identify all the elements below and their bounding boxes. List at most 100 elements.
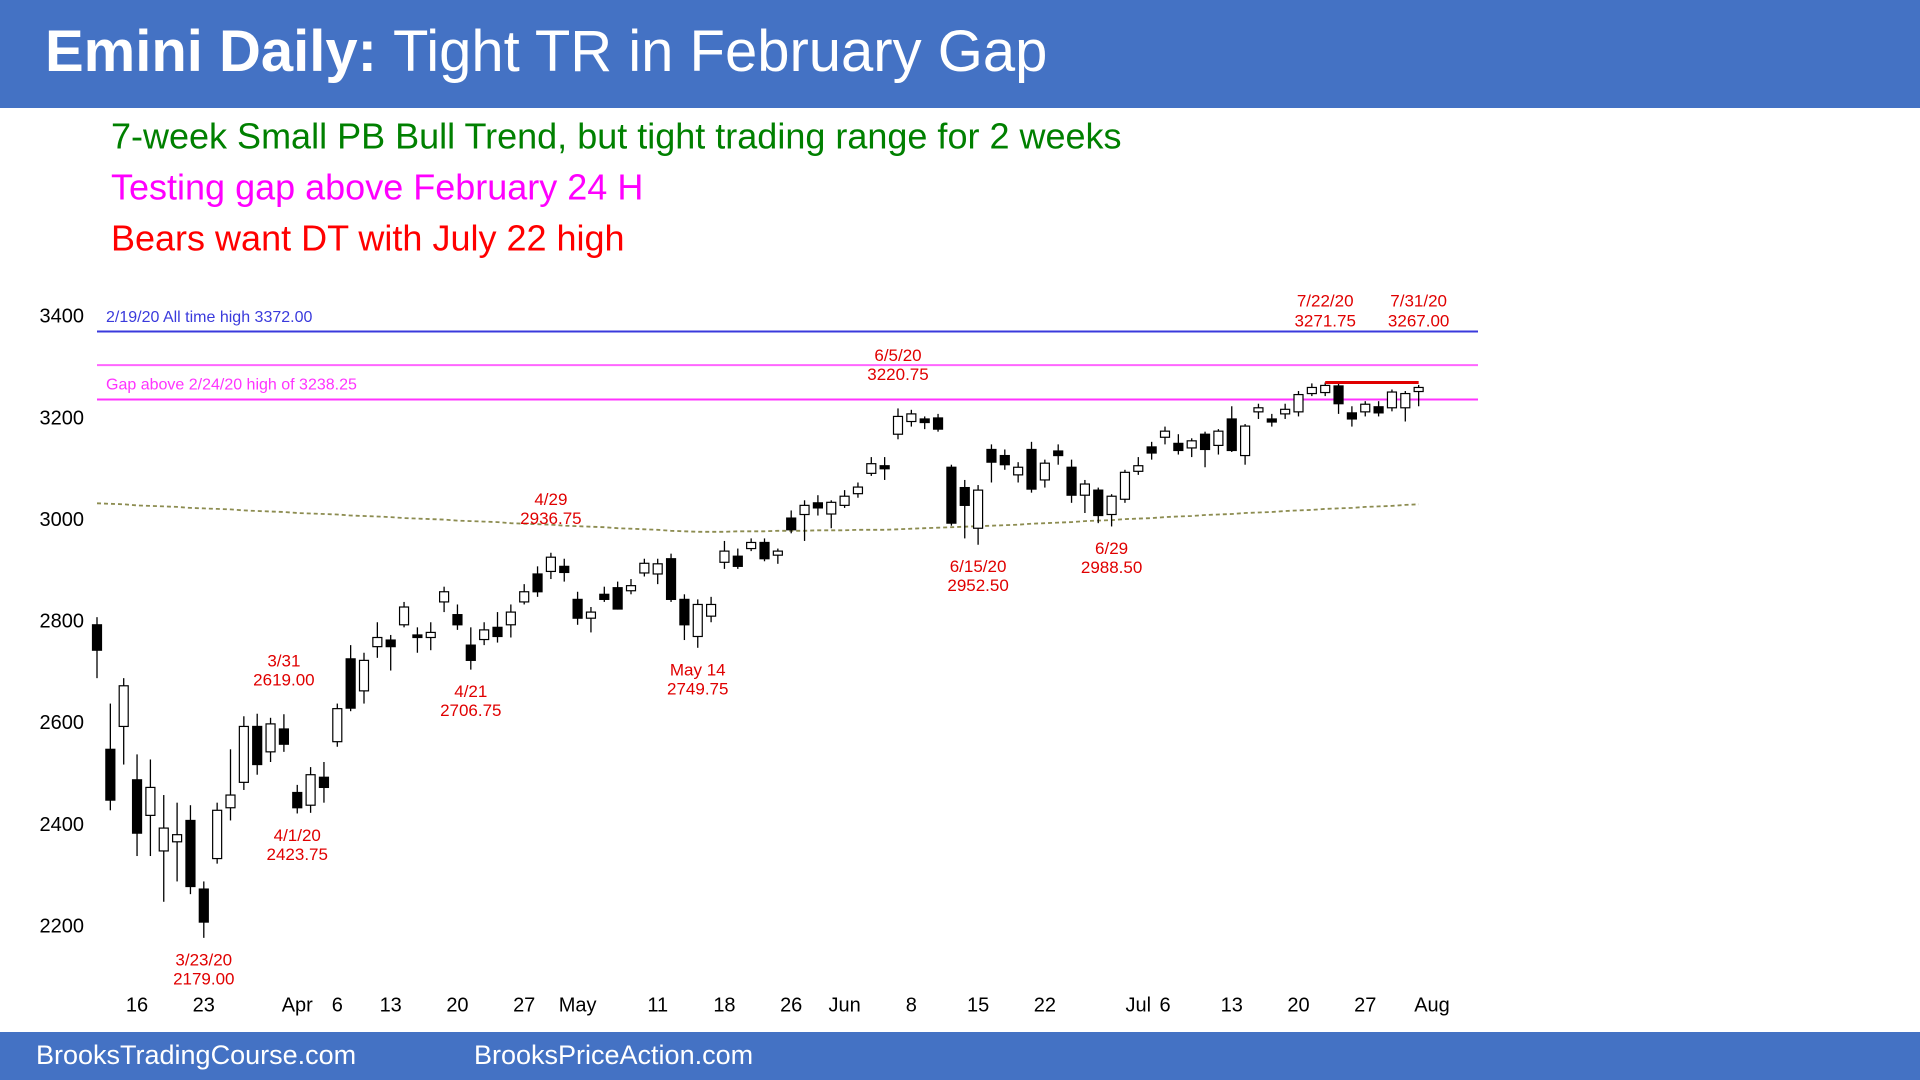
moving-average bbox=[96, 502, 1419, 533]
candle-body bbox=[946, 466, 957, 524]
candle-body bbox=[906, 413, 917, 423]
candle-body bbox=[1333, 385, 1344, 405]
annotation: 2936.75 bbox=[520, 509, 581, 528]
footer-bar bbox=[0, 1032, 1920, 1080]
y-tick-label: 2800 bbox=[40, 611, 85, 633]
candle-body bbox=[465, 644, 476, 661]
candle-body bbox=[1066, 466, 1077, 496]
candle-body bbox=[425, 631, 436, 639]
y-tick-label: 3000 bbox=[40, 509, 85, 531]
bullet-text: Testing gap above February 24 H bbox=[111, 167, 643, 208]
candle-body bbox=[145, 786, 156, 816]
candle-body bbox=[318, 776, 330, 789]
x-tick-label: 23 bbox=[193, 994, 215, 1016]
candle-body bbox=[439, 591, 450, 603]
candle-body bbox=[585, 611, 597, 619]
candle-body bbox=[959, 486, 970, 506]
y-tick-label: 2200 bbox=[40, 915, 85, 937]
candle-body bbox=[866, 463, 877, 474]
y-tick-label: 2600 bbox=[40, 712, 85, 734]
candle-body bbox=[879, 465, 890, 470]
bullet-text: Bears want DT with July 22 high bbox=[111, 218, 625, 259]
candle-body bbox=[265, 723, 276, 753]
annotation: 6/15/20 bbox=[950, 557, 1007, 576]
candle-body bbox=[1373, 406, 1384, 414]
candle-body bbox=[599, 593, 610, 600]
title-bold: Emini Daily: bbox=[45, 19, 377, 84]
header-bar bbox=[0, 0, 1920, 108]
candle-body bbox=[1360, 403, 1371, 413]
candle-body bbox=[786, 517, 797, 531]
candle-body bbox=[665, 558, 677, 600]
x-tick-label: Apr bbox=[282, 994, 313, 1016]
annotation: 7/31/20 bbox=[1390, 291, 1447, 310]
annotation: 4/21 bbox=[454, 682, 487, 701]
candle-body bbox=[1106, 495, 1117, 516]
x-tick-label: Jun bbox=[828, 994, 860, 1016]
candle-body bbox=[1039, 462, 1050, 481]
candle-body bbox=[572, 598, 583, 619]
candle-body bbox=[212, 809, 223, 860]
bullet-text: 7-week Small PB Bull Trend, but tight tr… bbox=[111, 116, 1122, 157]
x-tick-label: 11 bbox=[647, 994, 668, 1016]
x-tick-label: 20 bbox=[1287, 994, 1309, 1016]
candle-body bbox=[519, 591, 530, 603]
candle-body bbox=[345, 658, 356, 709]
candle-body bbox=[1239, 425, 1251, 457]
candle-body bbox=[719, 550, 730, 563]
candle-body bbox=[185, 819, 196, 888]
candle-body bbox=[1159, 430, 1171, 438]
candle-body bbox=[452, 614, 463, 626]
candle-body bbox=[732, 555, 743, 567]
candle-body bbox=[1199, 433, 1211, 451]
candle-body bbox=[1146, 446, 1157, 454]
annotation: 2423.75 bbox=[267, 845, 328, 864]
annotation: 4/1/20 bbox=[274, 826, 321, 845]
annotation: 2179.00 bbox=[173, 969, 234, 988]
candle-body bbox=[505, 611, 516, 626]
annotation: 3267.00 bbox=[1388, 311, 1449, 330]
candle-body bbox=[652, 563, 663, 575]
candle-body bbox=[158, 827, 169, 852]
title-text: Tight TR in February Gap bbox=[393, 19, 1047, 84]
candle-body bbox=[799, 504, 810, 516]
candle-body bbox=[358, 659, 370, 692]
candle-body bbox=[1213, 430, 1224, 446]
x-tick-label: 18 bbox=[713, 994, 735, 1016]
x-tick-label: 6 bbox=[332, 994, 343, 1016]
candle-body bbox=[278, 728, 289, 745]
candle-body bbox=[746, 541, 757, 550]
annotation: 6/5/20 bbox=[874, 346, 921, 365]
candle-body bbox=[305, 774, 316, 806]
candle-body bbox=[705, 603, 717, 617]
annotation: 6/29 bbox=[1095, 539, 1128, 558]
candle-body bbox=[1266, 418, 1277, 423]
x-tick-label: 8 bbox=[906, 994, 917, 1016]
x-tick-label: May bbox=[559, 994, 597, 1016]
candle-body bbox=[1280, 408, 1291, 415]
slide-title: Emini Daily: Tight TR in February Gap bbox=[45, 19, 1047, 84]
x-tick-label: 16 bbox=[126, 994, 148, 1016]
annotation: 2988.50 bbox=[1081, 558, 1142, 577]
candle-body bbox=[679, 598, 690, 626]
annotation: 3/23/20 bbox=[175, 950, 232, 969]
candle-body bbox=[1400, 392, 1411, 409]
candle-body bbox=[1413, 386, 1424, 393]
candle-body bbox=[1173, 442, 1184, 452]
footer-left: BrooksTradingCourse.com bbox=[36, 1040, 356, 1070]
x-tick-label: 13 bbox=[380, 994, 402, 1016]
candle-body bbox=[105, 748, 116, 801]
x-tick-label: 6 bbox=[1159, 994, 1170, 1016]
candle-body bbox=[812, 502, 824, 509]
annotation: 2952.50 bbox=[947, 576, 1008, 595]
annotation: 3/31 bbox=[267, 652, 300, 671]
candle-body bbox=[1293, 393, 1304, 413]
candle-body bbox=[999, 454, 1010, 466]
candle-body bbox=[91, 624, 103, 651]
y-tick-label: 3400 bbox=[40, 306, 85, 328]
candle-body bbox=[1320, 384, 1331, 394]
candle-body bbox=[412, 634, 423, 639]
candle-body bbox=[1093, 489, 1104, 517]
